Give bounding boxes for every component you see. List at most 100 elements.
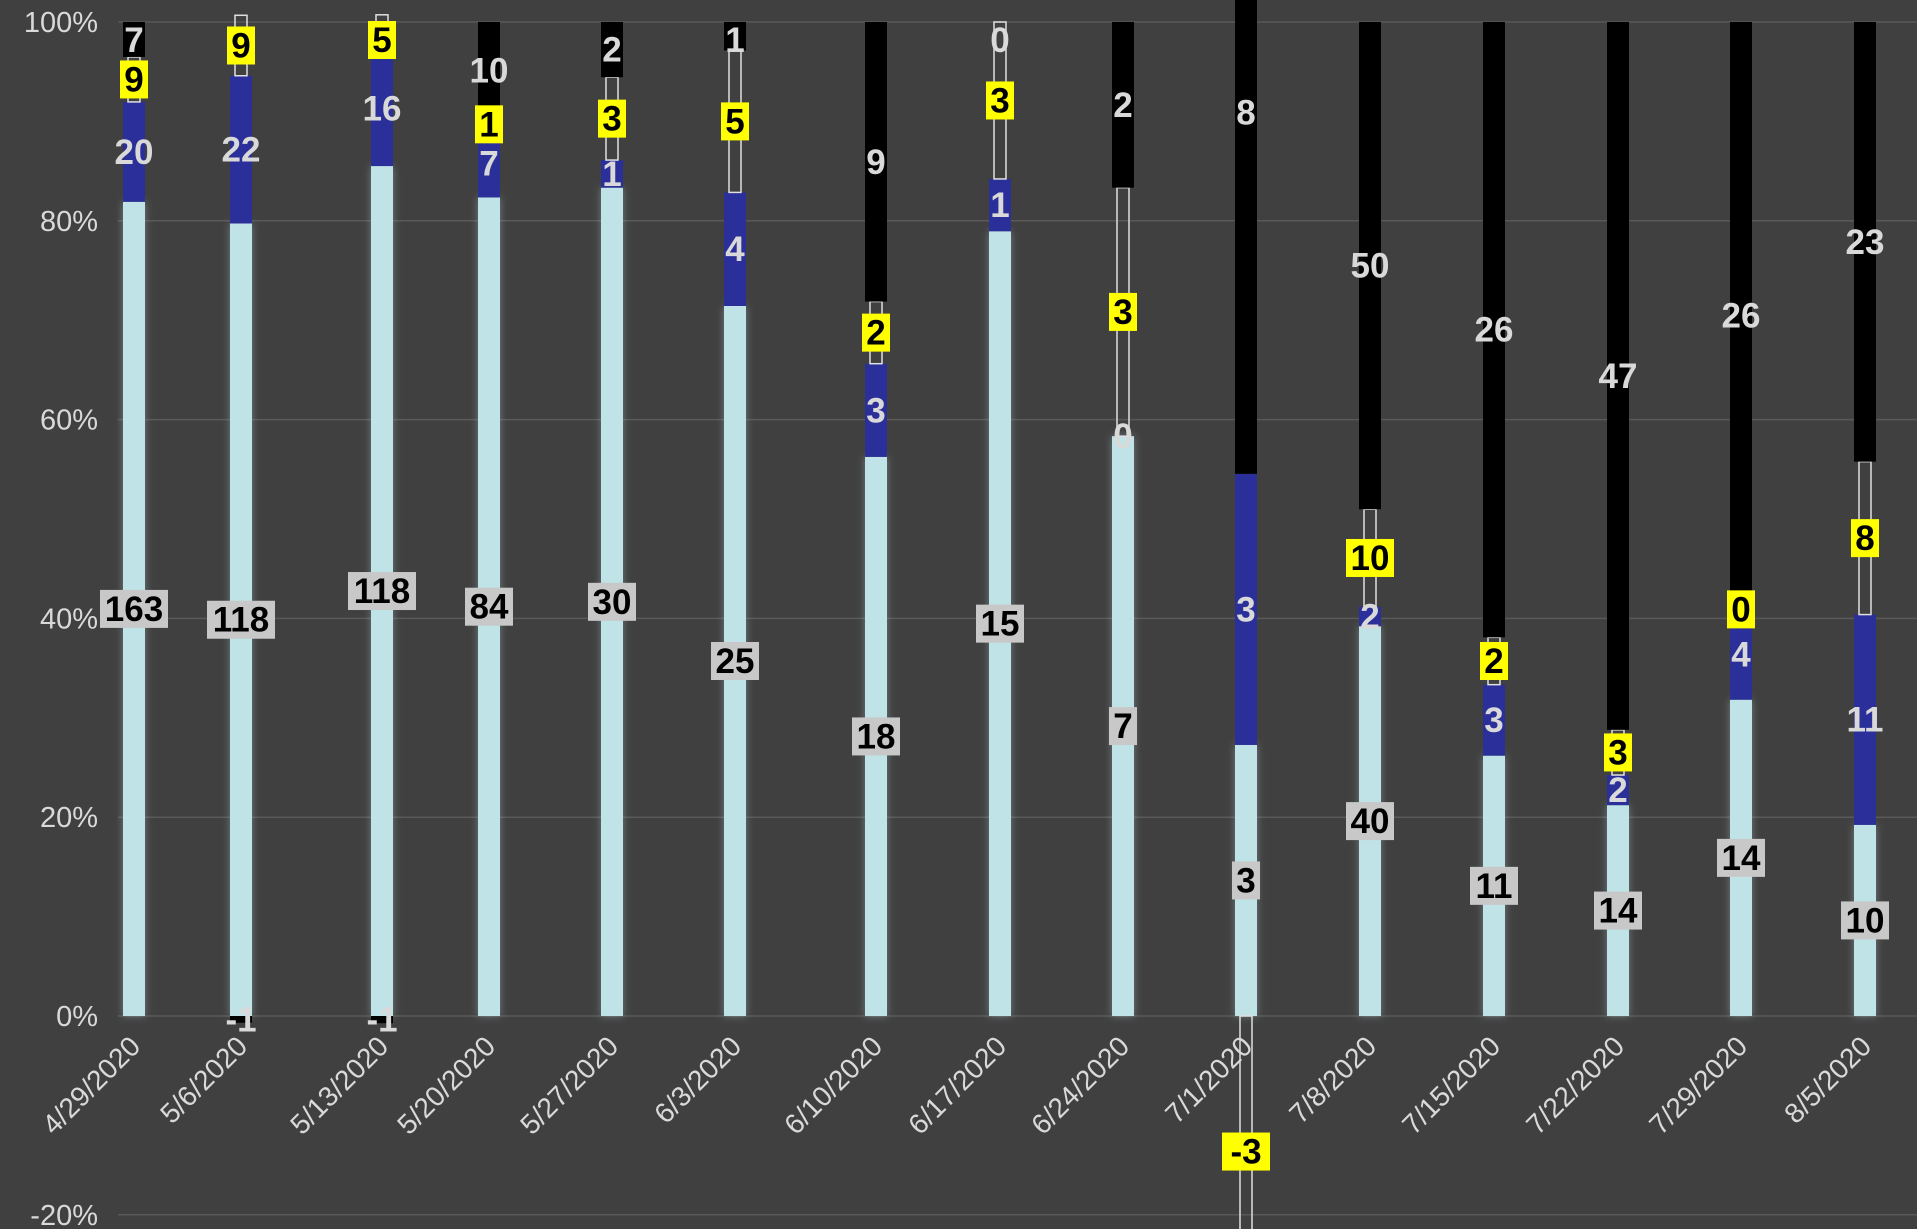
data-label-box — [1109, 292, 1137, 331]
bar-segment-d — [1730, 22, 1752, 610]
data-label-segment-a: 18 — [857, 717, 896, 756]
bar-segment-d — [1483, 22, 1505, 638]
data-label-box — [1604, 733, 1632, 772]
bar-segment-d — [1607, 22, 1629, 730]
bar-segment-b — [601, 160, 623, 188]
data-label-box — [207, 600, 275, 639]
data-label-segment-b: 4 — [725, 230, 745, 269]
data-label-box — [475, 105, 503, 144]
data-label-box — [852, 717, 900, 756]
data-label-box — [588, 582, 636, 621]
x-tick-label: 7/15/2020 — [1396, 1030, 1506, 1140]
bar-segment-d — [865, 22, 887, 302]
bar-segment-b — [1359, 606, 1381, 627]
data-label-segment-a: 84 — [470, 588, 509, 627]
data-label-box — [368, 21, 396, 59]
data-label-segment-c: 3 — [990, 81, 1009, 120]
y-tick-label: 100% — [24, 7, 98, 39]
bar-segment-b — [724, 192, 746, 306]
data-label-segment-c: 1 — [479, 105, 498, 144]
data-label-box — [1222, 1132, 1270, 1171]
data-label-segment-a: 11 — [1476, 867, 1513, 906]
data-label-segment-a: 3 — [1236, 861, 1255, 900]
y-tick-label: 0% — [56, 1001, 98, 1033]
bar-segment-b — [1730, 609, 1752, 700]
data-labels: 1632097118229-1118165-184711030132254511… — [100, 21, 1889, 1172]
data-label-box — [1480, 642, 1508, 680]
x-tick-label: 5/20/2020 — [391, 1030, 501, 1140]
data-label-box — [1470, 866, 1518, 905]
data-label-segment-d: 26 — [1475, 311, 1514, 350]
data-label-segment-d: 0 — [990, 21, 1009, 60]
data-label-box — [1232, 861, 1260, 900]
data-label-segment-d: 10 — [470, 52, 509, 91]
data-label-segment-c: 10 — [1351, 539, 1390, 578]
x-tick-label: 8/5/2020 — [1778, 1030, 1877, 1129]
data-label-segment-b: 0 — [1113, 417, 1132, 456]
y-tick-label: 60% — [40, 405, 98, 437]
data-label-segment-b: 16 — [363, 89, 402, 128]
x-tick-label: 6/24/2020 — [1025, 1030, 1135, 1140]
data-label-box — [1346, 538, 1394, 577]
data-label-segment-c: 5 — [372, 21, 391, 60]
bar-segment-b — [1607, 775, 1629, 806]
x-tick-label: 6/3/2020 — [648, 1030, 747, 1129]
data-label-segment-c: 3 — [1608, 733, 1627, 772]
data-label-segment-a: 15 — [981, 605, 1020, 644]
data-label-segment-c: 5 — [725, 102, 744, 141]
x-tick-label: 7/29/2020 — [1643, 1030, 1753, 1140]
bar-segment-b — [1235, 473, 1257, 745]
data-label-segment-c: 2 — [866, 314, 885, 353]
data-label-segment-d: 23 — [1846, 223, 1885, 262]
data-label-segment-b: 7 — [479, 144, 498, 183]
y-tick-label: -20% — [30, 1200, 98, 1229]
data-label-box — [598, 99, 626, 138]
data-label-segment-b: 1 — [990, 186, 1009, 225]
data-label-segment-d: 9 — [866, 143, 885, 182]
bar-segment-d — [123, 22, 145, 57]
bar-segment-b — [989, 178, 1011, 232]
y-tick-label: 80% — [40, 206, 98, 238]
data-label-segment-a: 163 — [105, 590, 163, 629]
data-label-segment-b: 2 — [1360, 597, 1379, 636]
data-label-box — [1717, 838, 1765, 877]
data-label-box — [1841, 901, 1889, 940]
data-label-segment-b: 20 — [115, 133, 154, 172]
x-tick-label: 7/1/2020 — [1159, 1030, 1258, 1129]
bar-segment-d — [601, 22, 623, 78]
data-label-segment-a: 14 — [1599, 892, 1638, 931]
x-tick-label: 5/13/2020 — [284, 1030, 394, 1140]
bar-segment-d — [371, 1016, 393, 1024]
data-label-box — [1109, 707, 1137, 746]
gridlines — [118, 21, 1917, 1216]
data-label-box — [976, 604, 1024, 643]
bar-segment-b — [478, 129, 500, 198]
data-label-box — [465, 587, 513, 626]
bar-segment-d — [1854, 22, 1876, 462]
data-label-box — [227, 26, 255, 65]
bar-segment-d — [1359, 22, 1381, 510]
data-label-segment-a: 40 — [1351, 802, 1390, 841]
data-label-segment-b: 1 — [602, 155, 621, 194]
bar-segment-b — [230, 75, 252, 224]
data-label-segment-c: -3 — [1230, 1133, 1261, 1172]
data-label-box — [862, 313, 890, 352]
data-label-box — [120, 60, 148, 99]
data-label-segment-a: 118 — [354, 572, 410, 611]
data-label-segment-b: 22 — [222, 131, 261, 170]
x-tick-label: 4/29/2020 — [36, 1030, 146, 1140]
data-label-segment-d: -1 — [366, 1001, 397, 1040]
data-label-segment-d: 7 — [124, 21, 143, 60]
data-label-segment-c: 2 — [1484, 642, 1503, 681]
data-label-box — [1594, 891, 1642, 930]
data-label-segment-c: 3 — [602, 100, 621, 139]
data-label-segment-c: 0 — [1731, 590, 1750, 629]
data-label-box — [348, 572, 416, 611]
data-label-segment-b: 2 — [1608, 771, 1627, 810]
data-label-box — [1727, 590, 1755, 629]
bar-segment-b — [1483, 684, 1505, 756]
y-tick-label: 20% — [40, 802, 98, 834]
data-label-segment-b: 3 — [1484, 701, 1503, 740]
